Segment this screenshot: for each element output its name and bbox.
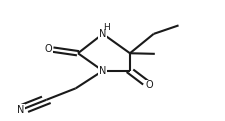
Text: O: O [145,80,152,90]
Text: N: N [17,105,24,115]
Text: H: H [102,23,109,32]
Text: N: N [99,66,106,76]
Text: N: N [99,29,106,39]
Text: O: O [45,44,52,54]
